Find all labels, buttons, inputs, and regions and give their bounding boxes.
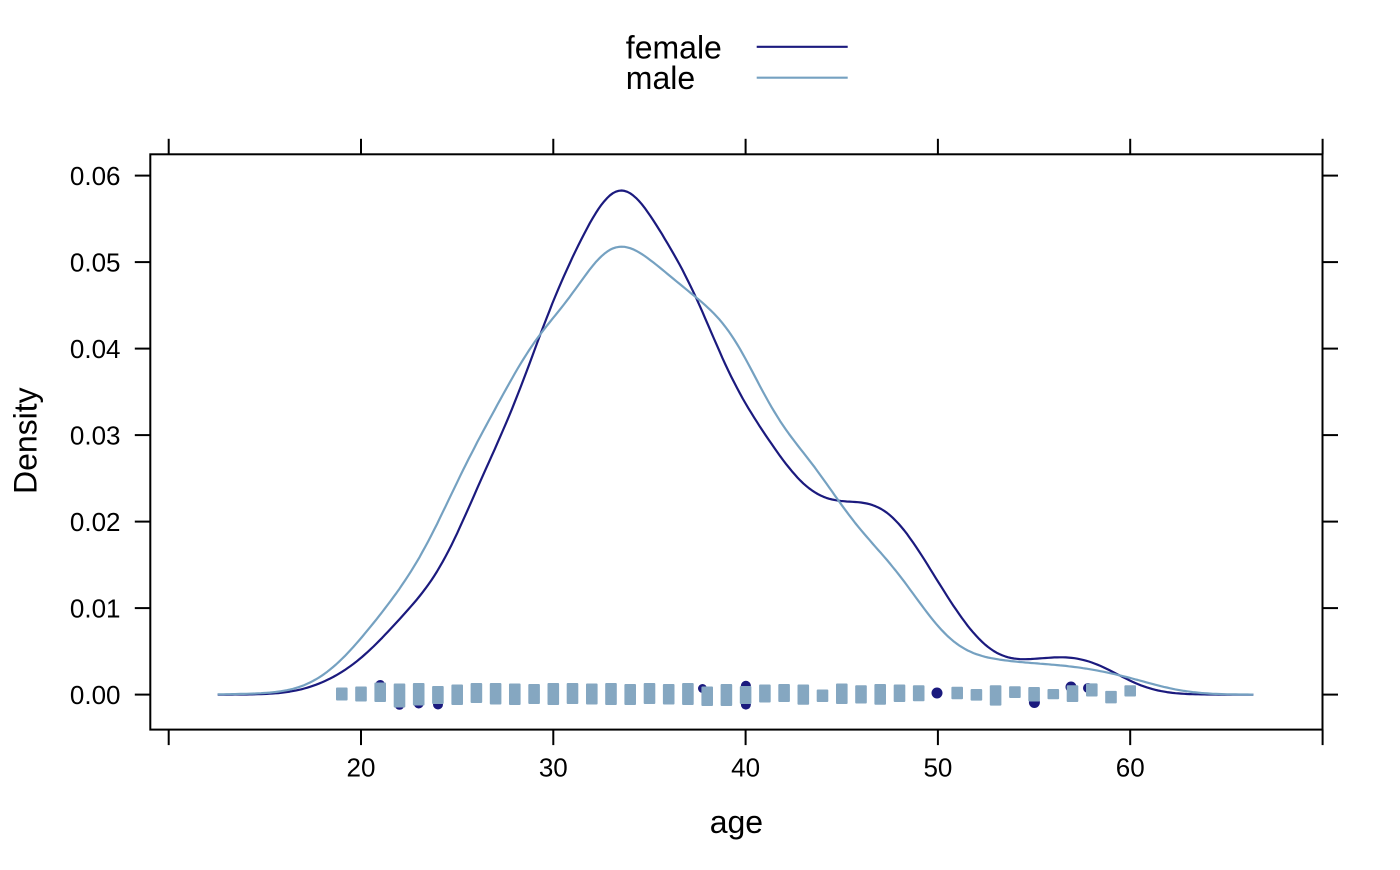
svg-text:0.00: 0.00 [70,680,121,710]
svg-text:0.03: 0.03 [70,420,121,450]
svg-text:Density: Density [8,387,44,494]
svg-text:30: 30 [539,753,568,783]
svg-text:0.02: 0.02 [70,507,121,537]
svg-text:male: male [626,60,695,96]
svg-text:0.05: 0.05 [70,247,121,277]
svg-text:20: 20 [347,753,376,783]
svg-text:female: female [626,30,722,66]
svg-text:0.01: 0.01 [70,593,121,623]
svg-text:age: age [710,804,763,840]
svg-text:0.04: 0.04 [70,334,121,364]
svg-text:40: 40 [731,753,760,783]
svg-text:60: 60 [1116,753,1145,783]
svg-text:50: 50 [923,753,952,783]
svg-text:0.06: 0.06 [70,161,121,191]
